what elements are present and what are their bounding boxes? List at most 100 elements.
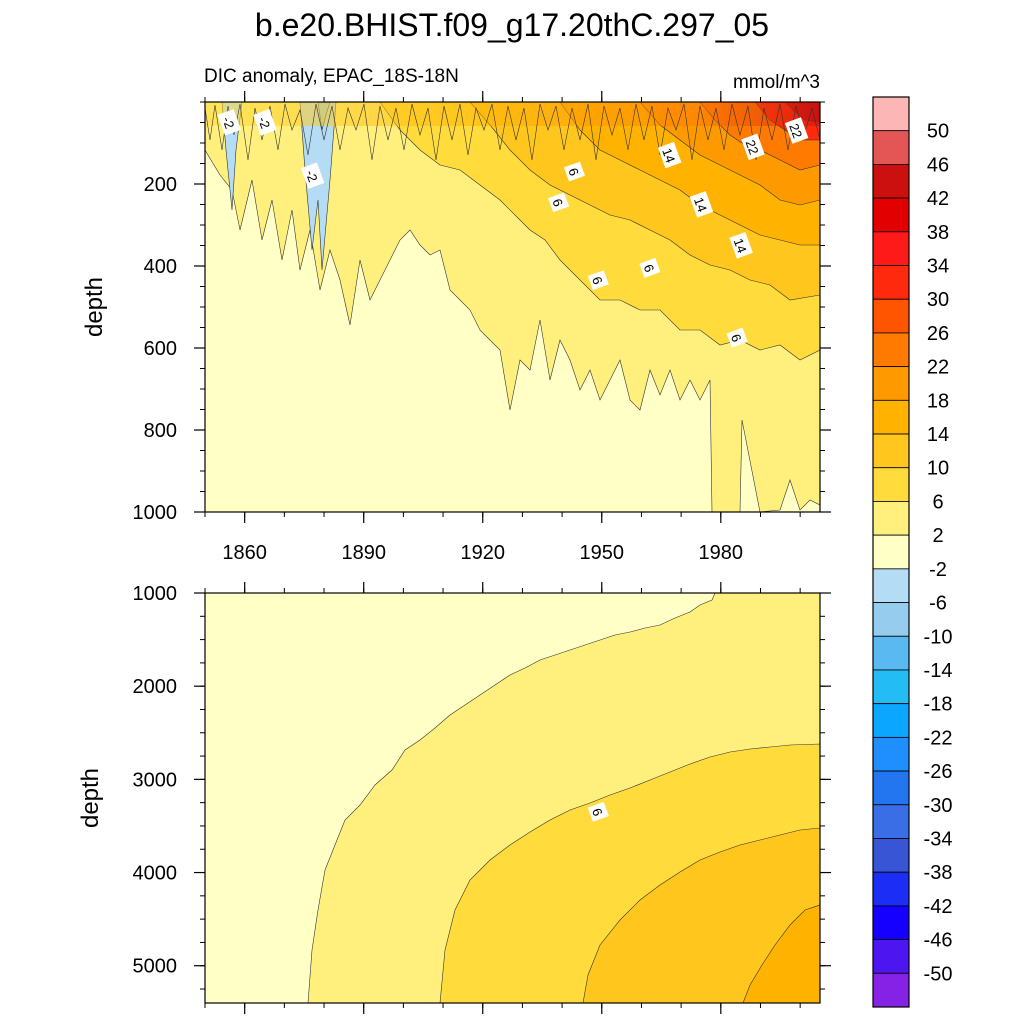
lower-contour-fill-10 [582,827,820,1003]
colorbar-level-label: -50 [924,963,953,985]
colorbar-level-label: -26 [924,761,953,783]
colorbar-swatch [872,130,910,165]
colorbar-level-label: -10 [924,626,953,648]
contour-label-text: 22 [786,122,805,141]
lower-y-tick-label: 5000 [133,956,178,978]
colorbar-swatch [872,433,910,469]
colorbar-swatch [872,736,910,772]
colorbar-level-label: -30 [924,795,953,817]
contour-label-text: 14 [691,195,710,214]
upper-contour-labels: -2 -2 -2 6 6 14 22 22 14 14 6 6 6 [217,109,809,348]
x-tick-label: 1890 [341,542,386,564]
contour-label-text: 6 [589,275,606,287]
colorbar-swatch [872,164,910,199]
colorbar-swatch [872,467,910,502]
contour-label-text: 6 [728,332,745,344]
colorbar-swatch [872,703,910,738]
contour-label-box [726,327,748,348]
lower-contour-labels: 6 [587,801,609,822]
colorbar-level-label: 50 [927,121,949,143]
lower-x-axis [204,582,801,1014]
colorbar-swatch [872,838,910,873]
contour-label-box [689,191,714,218]
contour-label: 14 [657,141,682,169]
lower-panel-plot [205,593,820,1003]
lower-y-tick-label: 4000 [133,863,178,885]
colorbar-swatch [872,871,910,907]
colorbar-swatch [872,534,910,570]
contour-label-text: 22 [743,138,762,157]
upper-surface-noise [205,103,820,161]
colorbar-frame [872,96,910,1008]
contour-label-box [729,232,753,259]
colorbar-swatch [872,939,910,974]
colorbar-level-label: 34 [927,256,949,278]
contour-label-box [563,161,586,182]
contour-label-text: -2 [303,168,321,184]
colorbar-swatch [872,669,910,705]
colorbar-swatch [872,197,910,233]
contour-label: 22 [741,133,765,161]
colorbar-swatch [872,635,910,671]
lower-contour-fill-14 [742,904,820,1003]
contour-label: 14 [689,191,714,218]
contour-label-text: 14 [731,236,750,255]
colorbar-swatch [872,298,910,334]
colorbar-swatch [872,804,910,839]
colorbar-level-label: 22 [927,357,949,379]
upper-surface-band [205,102,820,126]
contour-label-text: 6 [549,197,566,209]
colorbar-swatch [872,770,910,806]
x-tick-label: 1920 [460,542,505,564]
contour-label: 6 [587,270,609,291]
colorbar-swatch [872,332,910,368]
colorbar-level-label: 30 [927,289,949,311]
colorbar-level-label: 38 [927,222,949,244]
colorbar-level-label: 10 [927,458,949,480]
colorbar-swatch [872,905,910,940]
colorbar-swatch [872,399,910,435]
x-tick-label: 1860 [222,542,267,564]
units-label: mmol/m^3 [733,72,820,93]
colorbar-level-label: 42 [927,188,949,210]
lower-y-tick-label: 3000 [133,769,178,791]
colorbar-level-label: 14 [927,424,949,446]
chart-title: b.e20.BHIST.f09_g17.20thC.297_05 [255,7,769,43]
contour-label: -2 [253,109,277,136]
upper-y-tick-label: 400 [144,256,177,278]
contour-label: 22 [784,117,809,144]
contour-label-text: -2 [255,115,273,131]
colorbar-swatch [872,501,910,536]
colorbar-level-label: -14 [924,660,953,682]
lower-y-tick-label: 2000 [133,676,178,698]
colorbar: 50 46 42 38 34 30 26 22 18 14 10 6 2 -2 -6 -10 -14 -18 -22… [872,96,953,1008]
upper-y-axis-label: depth [81,277,108,337]
upper-y-tick-label: 600 [144,338,177,360]
contour-label-box [300,162,325,189]
contour-label-box [253,109,277,136]
contour-label-text: -2 [219,115,237,131]
colorbar-level-label: -6 [929,593,947,615]
contour-label: -2 [217,109,242,136]
contour-label-text: 14 [659,146,678,165]
contour-label: 14 [729,232,753,259]
colorbar-level-label: -2 [929,559,947,581]
lower-y-axis-label: depth [77,768,104,828]
contour-label-box [741,133,765,161]
colorbar-level-label: -18 [924,694,953,716]
upper-x-axis: 1860 1890 1920 1950 1980 [204,91,801,564]
contour-label-text: 6 [589,806,606,818]
colorbar-swatch [872,366,910,401]
colorbar-swatch [872,231,910,266]
upper-y-tick-label: 1000 [133,502,178,524]
lower-panel-frame [204,592,821,1004]
upper-y-axis: 200 400 600 800 1000 [133,101,831,524]
contour-label: 6 [563,161,586,182]
colorbar-level-label: -34 [924,828,953,850]
contour-label-box [587,270,609,291]
contour-label-box [548,192,570,213]
contour-label-box [784,117,809,144]
lower-y-tick-label: 1000 [133,583,178,605]
lower-y-axis: 1000 2000 3000 4000 5000 [133,583,831,990]
